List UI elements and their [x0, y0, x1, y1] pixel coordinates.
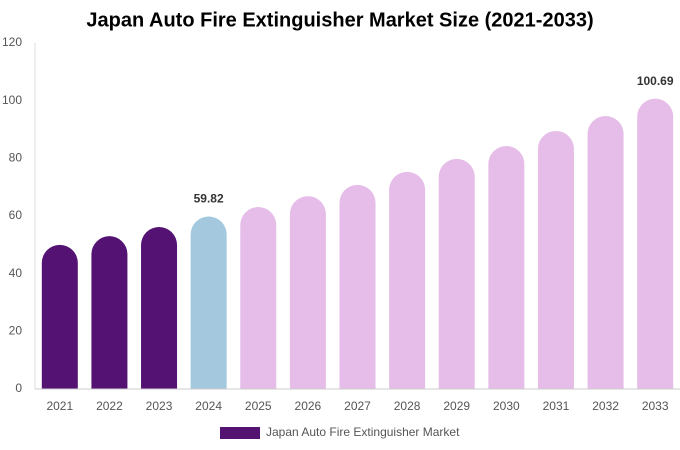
x-tick-label: 2025: [245, 399, 272, 413]
bar: [289, 196, 326, 389]
x-tick-label: 2026: [295, 399, 322, 413]
y-tick-label: 0: [15, 381, 22, 395]
bar: [438, 158, 475, 389]
bar: [339, 184, 376, 389]
bar: [488, 145, 525, 389]
x-tick-label: 2033: [642, 399, 669, 413]
x-tick-label: 2032: [592, 399, 619, 413]
y-tick-label: 40: [9, 266, 23, 280]
chart-title: Japan Auto Fire Extinguisher Market Size…: [86, 9, 593, 31]
legend-swatch: [220, 427, 260, 439]
legend-label: Japan Auto Fire Extinguisher Market: [266, 425, 460, 439]
x-tick-label: 2027: [344, 399, 371, 413]
x-tick-label: 2030: [493, 399, 520, 413]
y-tick-label: 100: [2, 93, 22, 107]
x-tick-label: 2023: [146, 399, 173, 413]
bar: [389, 171, 426, 389]
bar: [587, 115, 624, 389]
bar: [240, 207, 277, 389]
bar: [190, 216, 227, 389]
bar: [91, 236, 128, 389]
bar: [637, 98, 674, 389]
x-tick-label: 2022: [96, 399, 123, 413]
x-tick-label: 2028: [394, 399, 421, 413]
value-label: 100.69: [637, 74, 674, 88]
x-tick-label: 2024: [195, 399, 222, 413]
y-tick-label: 20: [9, 324, 23, 338]
x-tick-label: 2029: [443, 399, 470, 413]
bar: [537, 130, 574, 390]
bar: [141, 226, 178, 389]
y-tick-label: 120: [2, 35, 22, 49]
y-tick-label: 60: [9, 208, 23, 222]
bar: [41, 244, 78, 389]
value-label: 59.82: [194, 192, 224, 206]
y-tick-label: 80: [9, 151, 23, 165]
x-tick-label: 2031: [543, 399, 570, 413]
x-tick-label: 2021: [46, 399, 73, 413]
